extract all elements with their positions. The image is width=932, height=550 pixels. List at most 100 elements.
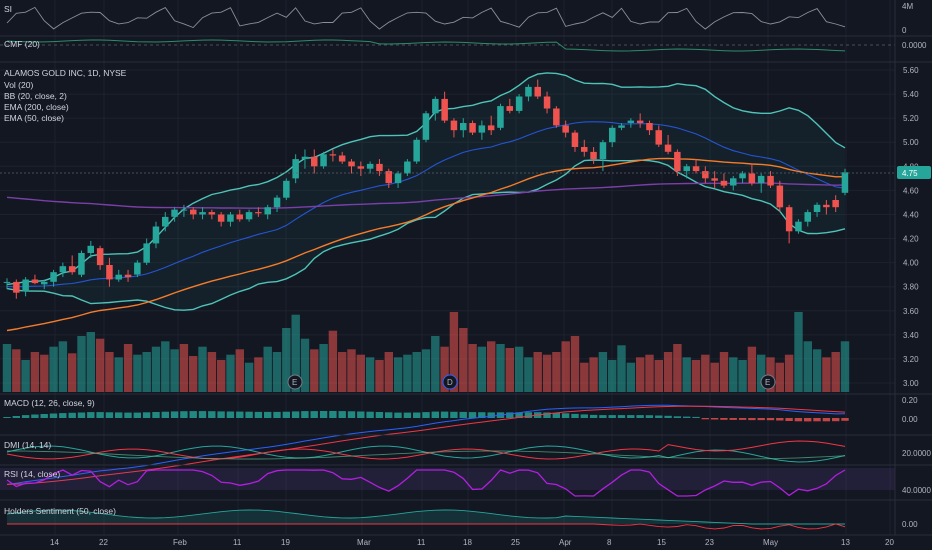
volume-bar: [598, 352, 608, 392]
candle-body: [581, 147, 588, 152]
volume-bar: [86, 332, 95, 392]
candle-body: [841, 172, 849, 193]
macd-histogram-bar: [180, 411, 188, 418]
volume-bar: [524, 357, 533, 392]
volume-bar: [384, 352, 393, 392]
candle-body: [739, 173, 746, 179]
volume-bar: [2, 344, 12, 392]
volume-bar: [310, 349, 319, 392]
time-tick-label: May: [763, 538, 778, 547]
si-tick-top: 4M: [902, 2, 913, 11]
macd-histogram-bar: [189, 411, 197, 418]
candle-body: [441, 98, 448, 121]
time-tick-label: Apr: [559, 538, 572, 547]
bollinger-basis: [6, 121, 846, 288]
earnings-marker[interactable]: E: [287, 374, 303, 390]
macd-histogram-bar: [301, 411, 309, 418]
macd-histogram-bar: [776, 418, 784, 421]
volume-bar: [254, 357, 263, 392]
volume-bar: [570, 336, 580, 392]
holders-tick: 0.00: [902, 520, 918, 529]
earnings-marker[interactable]: E: [760, 374, 776, 390]
volume-bar: [319, 344, 328, 392]
macd-histogram-bar: [142, 412, 151, 418]
holders-label: Holders Sentiment (50, close): [4, 506, 116, 516]
volume-bar: [365, 357, 375, 392]
candle-body: [348, 161, 355, 167]
macd-histogram-bar: [636, 415, 644, 418]
macd-histogram-bar: [338, 411, 346, 418]
candle-body: [590, 151, 597, 160]
earnings-marker-label: E: [292, 378, 297, 387]
candle-body: [562, 125, 569, 133]
macd-histogram-bar: [68, 412, 76, 418]
candle-body: [134, 262, 141, 275]
macd-histogram-bar: [832, 418, 840, 422]
macd-histogram-bar: [673, 416, 682, 418]
price-tick-label: 4.60: [903, 186, 919, 195]
macd-histogram-bar: [524, 412, 533, 418]
macd-histogram-bar: [385, 412, 393, 418]
price-tick-label: 3.00: [903, 379, 919, 388]
macd-histogram-bar: [403, 412, 412, 418]
candle-body: [757, 175, 765, 184]
candle-body: [329, 154, 337, 156]
macd-histogram-bar: [655, 415, 663, 418]
volume-bar: [561, 341, 570, 392]
time-tick-label: Mar: [357, 538, 371, 547]
time-tick-label: 11: [233, 538, 242, 547]
dividend-marker[interactable]: D: [442, 374, 458, 390]
candle-body: [245, 212, 253, 220]
price-tick-label: 3.60: [903, 307, 919, 316]
candle-body: [338, 155, 346, 162]
volume-bar: [626, 362, 636, 392]
macd-histogram-bar: [49, 413, 58, 418]
macd-histogram-bar: [366, 411, 374, 418]
macd-histogram-bar: [422, 412, 430, 418]
candle-body: [217, 214, 225, 222]
volume-bar: [831, 352, 840, 392]
macd-histogram-bar: [115, 412, 123, 418]
macd-histogram-bar: [273, 411, 281, 418]
macd-histogram-bar: [561, 413, 570, 418]
candle-body: [13, 281, 20, 293]
volume-bar: [710, 362, 719, 392]
volume-bar: [812, 349, 822, 392]
volume-bar: [151, 346, 161, 392]
volume-bar: [663, 352, 673, 392]
volume-bar: [49, 346, 58, 392]
candle-body: [152, 226, 160, 244]
dividend-marker-label: D: [447, 378, 453, 387]
volume-bar: [589, 357, 598, 392]
volume-bar: [244, 362, 254, 392]
volume-bar: [654, 360, 663, 392]
time-tick-label: 20: [885, 538, 894, 547]
candle-body: [636, 120, 644, 123]
volume-bar: [822, 357, 831, 392]
volume-bar: [198, 346, 207, 392]
price-pane: ALAMOS GOLD INC, 1D, NYSE Vol (20) BB (2…: [0, 66, 931, 392]
macd-histogram-bar: [710, 418, 719, 420]
time-tick-label: 18: [463, 538, 472, 547]
time-tick-label: 13: [841, 538, 850, 547]
volume-bar: [766, 357, 775, 392]
macd-histogram-bar: [31, 414, 39, 418]
macd-histogram-bar: [813, 418, 821, 422]
candle-body: [599, 142, 607, 160]
holders-sentiment-line: [6, 509, 845, 525]
candle-body: [460, 123, 467, 131]
macd-histogram-bar: [543, 412, 551, 418]
volume-bar: [300, 338, 310, 392]
macd-histogram-bar: [282, 411, 290, 418]
macd-histogram-bar: [450, 411, 458, 418]
candle-body: [236, 214, 243, 220]
candle-body: [394, 173, 402, 184]
macd-histogram-bar: [617, 415, 626, 418]
volume-bar: [496, 344, 505, 392]
volume-bar: [170, 349, 179, 392]
volume-bar: [328, 330, 338, 392]
si-line: [6, 6, 846, 30]
rsi-line: [6, 469, 846, 497]
candle-body: [41, 281, 48, 285]
